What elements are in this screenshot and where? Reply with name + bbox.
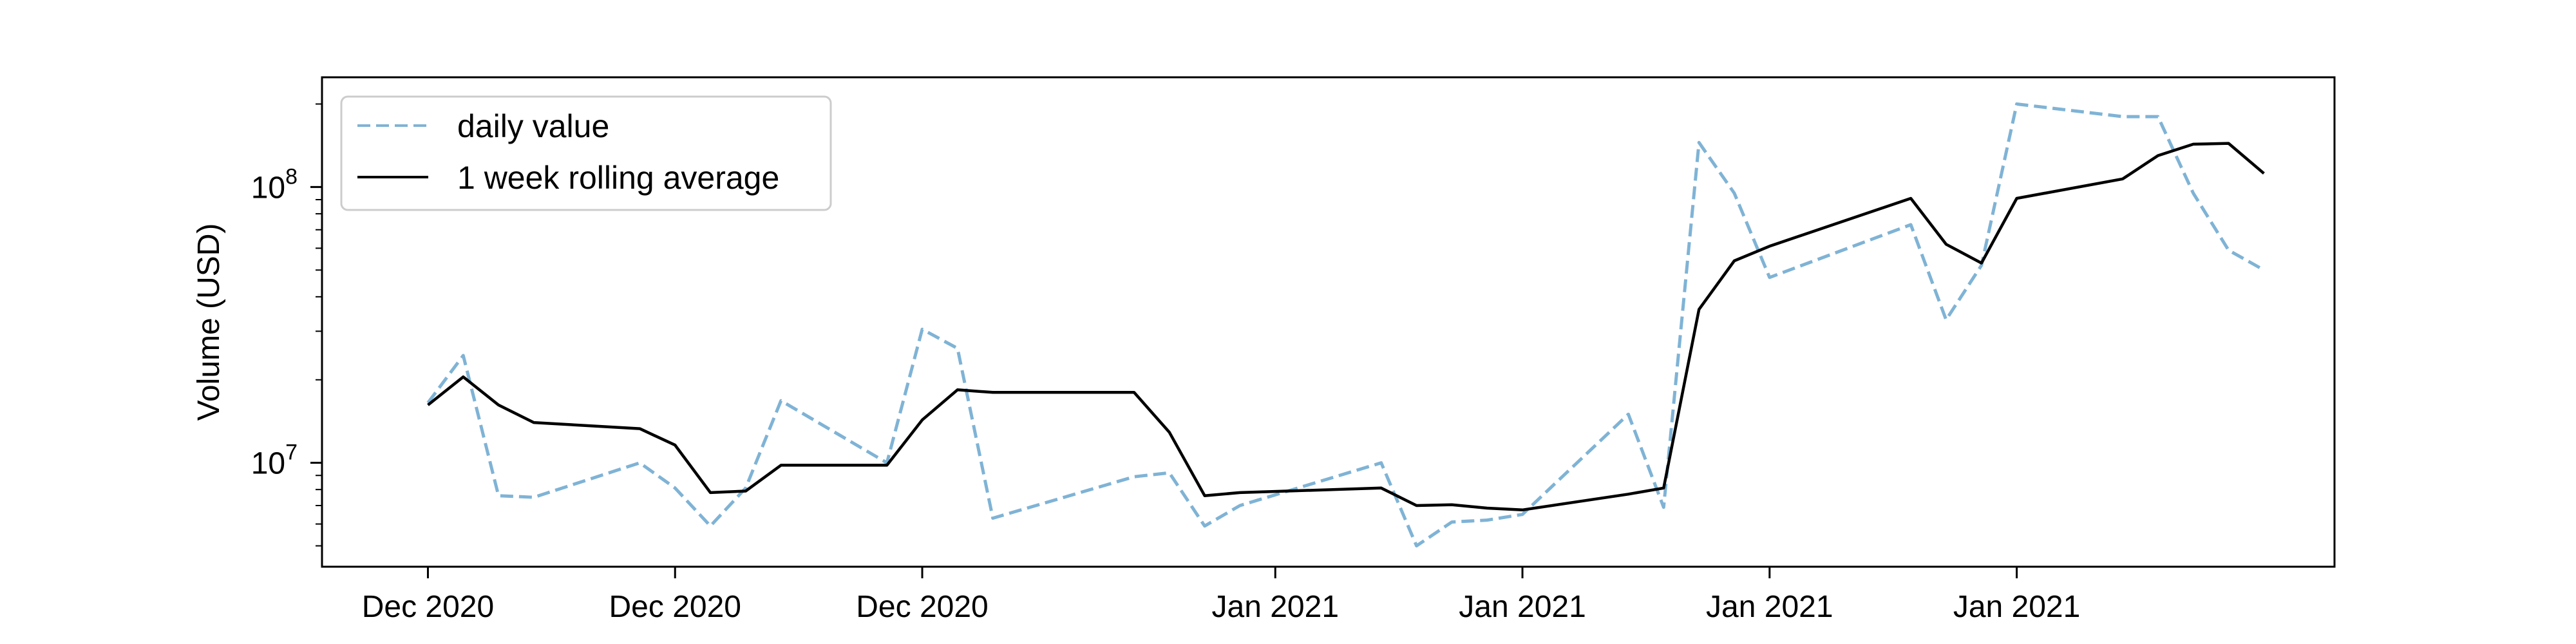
y-tick-label: 108 <box>251 164 298 205</box>
x-tick-label: Jan 2021 <box>1212 590 1340 624</box>
series-layer <box>426 102 2265 548</box>
legend: daily value 1 week rolling average <box>340 95 832 211</box>
y-axis: 107 108 <box>251 103 322 547</box>
series-line-rolling-average <box>427 142 2265 512</box>
x-tick-label: Jan 2021 <box>1953 590 2081 624</box>
x-axis: Dec 2020 Dec 2020 Dec 2020 Jan 2021 Jan 2021… <box>362 567 2081 624</box>
plot-area-frame <box>321 76 2336 568</box>
series-line-daily-value <box>426 102 2265 548</box>
x-tick-label: Dec 2020 <box>609 590 741 624</box>
y-axis-label: Volume (USD) <box>192 223 226 421</box>
legend-label-rolling-average: 1 week rolling average <box>457 160 779 196</box>
legend-label-daily-value: daily value <box>457 108 609 144</box>
x-tick-label: Jan 2021 <box>1706 590 1833 624</box>
y-tick-label: 107 <box>251 440 298 481</box>
legend-frame <box>340 95 832 211</box>
x-tick-label: Dec 2020 <box>362 590 494 624</box>
x-tick-label: Dec 2020 <box>856 590 988 624</box>
x-tick-label: Jan 2021 <box>1459 590 1586 624</box>
